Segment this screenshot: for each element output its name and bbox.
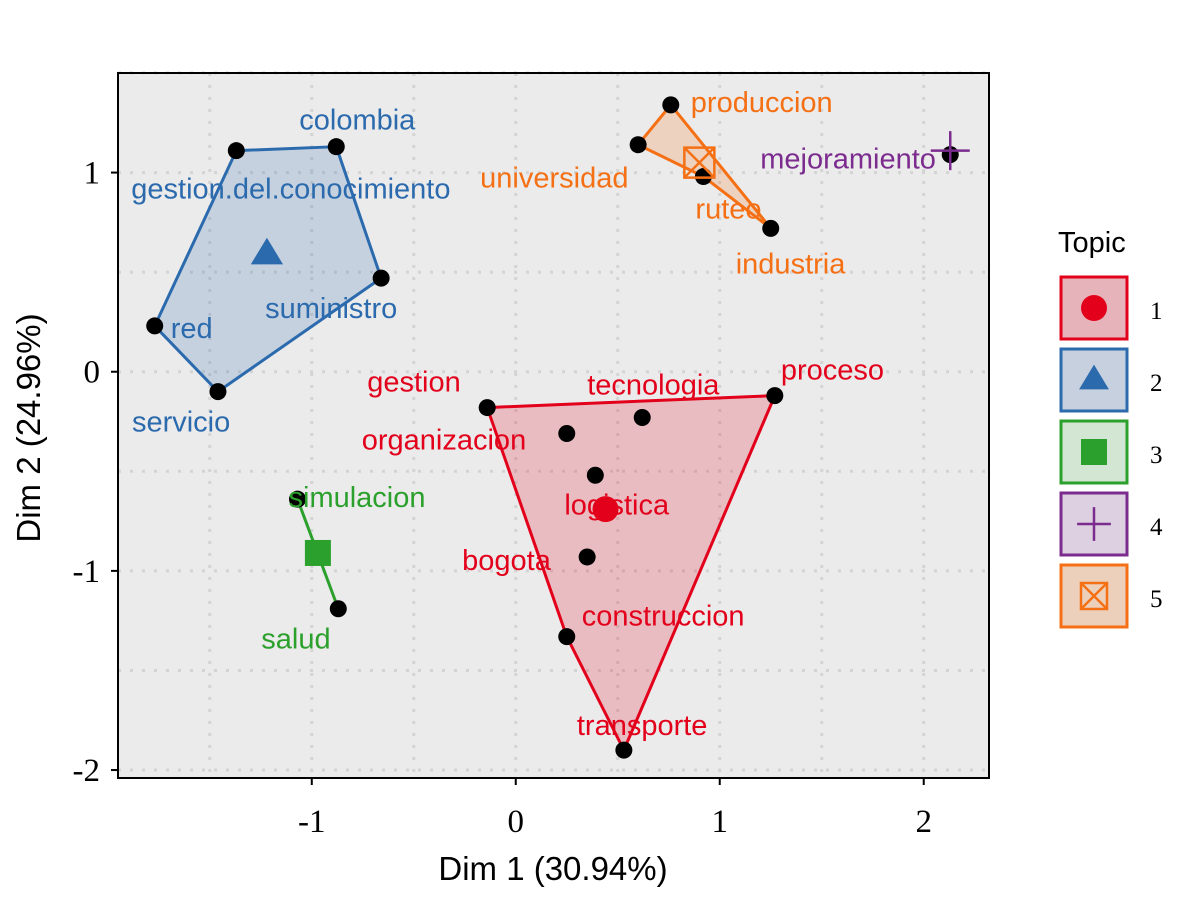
- point-gestion.del.conocimiento: [227, 142, 245, 160]
- point-gestion: [478, 399, 496, 417]
- x-tick-label: 1: [711, 804, 728, 840]
- legend-item-3: 3: [1059, 419, 1163, 485]
- legend-item-1: 1: [1059, 275, 1163, 341]
- x-axis-label: Dim 1 (30.94%): [438, 850, 667, 887]
- plot-border: [117, 72, 990, 779]
- point-label: universidad: [480, 163, 628, 195]
- point-label: gestion.del.conocimiento: [131, 174, 450, 206]
- point-label: gestion: [367, 367, 461, 399]
- point-proceso: [766, 387, 784, 405]
- legend-item-4: 4: [1059, 491, 1163, 557]
- square-x-box: [683, 146, 716, 179]
- square-x-diag2: [1080, 582, 1108, 610]
- centroid-topic-5: [683, 146, 716, 179]
- point-tecnologia: [633, 409, 651, 427]
- point-produccion: [662, 96, 680, 114]
- legend-label-2: 2: [1150, 370, 1163, 397]
- x-tick-label: 2: [915, 804, 932, 840]
- legend-label-1: 1: [1150, 298, 1163, 325]
- legend-marker-2: [1079, 364, 1109, 390]
- point-label: red: [171, 313, 213, 345]
- point-red: [146, 317, 164, 335]
- topic-centroids: [250, 131, 970, 566]
- point-colombia: [327, 138, 345, 156]
- square-x-box: [1079, 581, 1109, 611]
- y-axis-label: Dim 2 (24.96%): [10, 313, 47, 542]
- y-tick-label: -1: [73, 554, 101, 590]
- legend-marker-1: [1081, 295, 1107, 321]
- point-universidad: [629, 136, 647, 154]
- point-transporte: [615, 741, 633, 759]
- y-tick-label: 0: [84, 355, 101, 391]
- legend-label-5: 5: [1150, 586, 1163, 613]
- legend-key-1: [1059, 275, 1129, 341]
- legend-item-5: 5: [1059, 563, 1163, 629]
- centroid-topic-4: [930, 131, 970, 171]
- point-suministro: [372, 269, 390, 287]
- point-label: produccion: [691, 87, 833, 119]
- point-label: simulacion: [289, 482, 426, 514]
- point-label: industria: [736, 248, 846, 280]
- point-label: proceso: [781, 355, 884, 387]
- point-label: organizacion: [362, 424, 526, 456]
- x-tick-label: 0: [508, 804, 525, 840]
- plot-panel: [118, 73, 989, 778]
- point-labels: gestion tecnologia proceso organizacion logi…: [131, 87, 936, 742]
- hull-topic-2: [152, 145, 383, 394]
- x-tick-label: -1: [298, 804, 326, 840]
- point-salud: [329, 600, 347, 618]
- point-label: bogota: [462, 545, 552, 577]
- centroid-topic-3: [304, 539, 331, 566]
- legend-label-3: 3: [1150, 442, 1163, 469]
- legend-title: Topic: [1058, 227, 1126, 259]
- point-industria: [762, 219, 780, 237]
- legend-marker-3: [1081, 439, 1107, 465]
- point-construccion: [558, 628, 576, 646]
- y-tick-label: 1: [84, 156, 101, 192]
- point-organizacion: [558, 424, 576, 442]
- legend-label-4: 4: [1150, 514, 1163, 541]
- point-servicio: [209, 383, 227, 401]
- legend-marker-4: [1077, 507, 1111, 541]
- y-tick-label: -2: [73, 753, 101, 789]
- axes: -1 0 1 2 -2 -1 0 1: [73, 156, 932, 840]
- point-label: suministro: [265, 293, 397, 325]
- point-label: colombia: [299, 105, 416, 137]
- point-label: logistica: [564, 489, 670, 521]
- square-x-diag2: [683, 146, 716, 179]
- point-label: transporte: [577, 710, 708, 742]
- point-label: tecnologia: [587, 370, 720, 402]
- point-label: construccion: [582, 601, 745, 633]
- point-label: ruteo: [695, 194, 761, 226]
- point-bogota: [578, 548, 596, 566]
- centroid-topic-1: [592, 496, 619, 523]
- legend-item-2: 2: [1059, 347, 1163, 413]
- legend: Topic 1 2 3 4 5: [1058, 227, 1163, 629]
- point-simulacion: [289, 490, 307, 508]
- centroid-topic-2: [250, 237, 284, 265]
- point-label: mejoramiento: [760, 144, 936, 176]
- point-label: salud: [261, 624, 330, 656]
- point-logistica: [586, 466, 604, 484]
- point-label: servicio: [132, 407, 230, 439]
- legend-marker-5: [1079, 581, 1109, 611]
